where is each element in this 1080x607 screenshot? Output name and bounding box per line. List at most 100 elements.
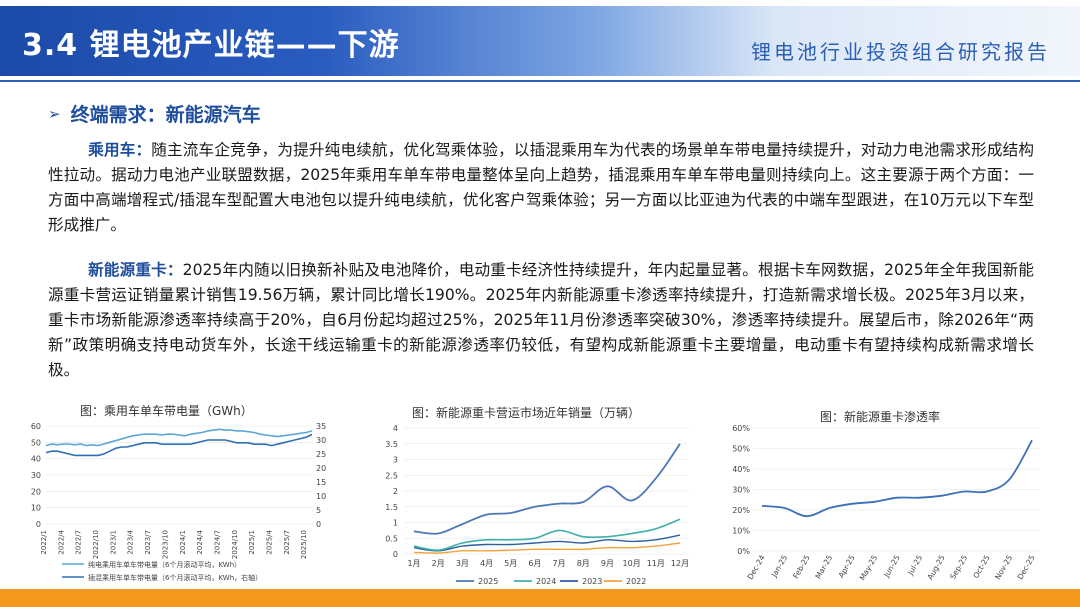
paragraph-text: 随主流车企竞争，为提升纯电续航，优化驾乘体验，以插混乘用车为代表的场景单车带电量… [48, 141, 1034, 234]
x-tick-label: 2024/4 [196, 529, 204, 554]
y-tick-label: 60 [31, 422, 41, 431]
x-tick-label: 2022/1 [40, 530, 48, 555]
x-tick-label: 4月 [480, 559, 493, 568]
x-tick-label: 2023/4 [127, 529, 135, 554]
x-tick-label: 7月 [553, 559, 566, 568]
x-tick-label: 2024/1 [179, 530, 187, 555]
section-title: 终端需求：新能源汽车 [70, 104, 261, 126]
x-tick-label: 9月 [601, 559, 614, 568]
x-tick-label: Mar-25 [813, 553, 834, 580]
y2-tick-label: 10 [316, 492, 326, 501]
x-tick-label: Sep-25 [948, 553, 969, 581]
slide-title: 3.4 锂电池产业链——下游 [22, 28, 400, 63]
x-tick-label: Dec-25 [1016, 553, 1037, 581]
series-line [45, 428, 313, 447]
y-tick-label: 50 [31, 438, 41, 447]
y2-tick-label: 35 [316, 422, 326, 431]
y2-tick-label: 25 [316, 450, 326, 459]
header-band [0, 6, 1080, 76]
paragraph-heavy-trucks: 新能源重卡：2025年内随以旧换新补贴及电池降价，电动重卡经济性持续提升，年内起… [48, 258, 1034, 383]
x-tick-label: Nov-25 [993, 553, 1014, 581]
x-tick-label: 12月 [671, 559, 689, 568]
x-tick-label: 3月 [456, 559, 469, 568]
series-line [761, 439, 1033, 518]
legend-label: 2023 [582, 577, 602, 586]
y-tick-label: 1.5 [385, 503, 398, 512]
y-tick-label: 10 [31, 504, 41, 513]
series-line [413, 542, 681, 554]
x-tick-label: 2025/10 [300, 530, 308, 559]
chart-title: 图：新能源重卡渗透率 [820, 410, 941, 424]
y-tick-label: 0 [36, 520, 41, 529]
y-tick-label: 30% [732, 486, 750, 495]
legend-label: 纯电乘用车单车带电量（6个月滚动平均，KWh） [88, 560, 241, 569]
x-tick-label: Jan-25 [769, 553, 789, 579]
x-tick-label: Oct-25 [971, 553, 992, 580]
series-line [413, 534, 681, 552]
y2-tick-label: 5 [316, 506, 321, 515]
chart-battery-capacity: 0 10 20 30 40 50 60 0 5 10 15 20 25 30 35 2022/1 2022/4 2… [31, 422, 326, 582]
y2-tick-label: 30 [316, 436, 326, 445]
paragraph-passenger-cars: 乘用车：随主流车企竞争，为提升纯电续航，优化驾乘体验，以插混乘用车为代表的场景单… [48, 138, 1034, 238]
x-tick-label: May-25 [858, 553, 880, 582]
x-tick-label: Aug-25 [925, 553, 946, 581]
x-tick-label: 2025/7 [283, 530, 291, 555]
legend-label: 2022 [626, 577, 646, 586]
y-tick-label: 10% [732, 527, 750, 536]
report-title: 锂电池行业投资组合研究报告 [751, 40, 1050, 64]
x-tick-label: 2024/7 [213, 530, 221, 555]
x-tick-label: Apr-25 [837, 553, 857, 579]
y-tick-label: 1 [393, 519, 398, 528]
series-line [413, 443, 681, 535]
y-tick-label: 20 [31, 487, 41, 496]
series-line [413, 518, 681, 552]
y-tick-label: 40 [31, 455, 41, 464]
x-tick-label: 2023/1 [109, 530, 117, 555]
x-tick-label: 2022/7 [75, 530, 83, 555]
chart-heavy-truck-sales: 0 0.5 1 1.5 2 2.5 3 3.5 4 1月 2月 3月 4月 5月 6月 7月 8月 9月 10月 11… [385, 424, 690, 586]
chart-title: 图：新能源重卡营运市场近年销量（万辆） [412, 406, 641, 420]
x-tick-label: Dec-24 [746, 553, 767, 581]
x-tick-label: 5月 [504, 559, 517, 568]
x-tick-label: 2025/4 [266, 529, 274, 554]
bullet-arrow-icon: ➢ [48, 105, 61, 123]
y-tick-label: 50% [732, 445, 750, 454]
y-tick-label: 0 [393, 550, 398, 559]
x-tick-label: 2023/7 [144, 530, 152, 555]
legend-label: 2024 [536, 577, 556, 586]
x-tick-label: 6月 [528, 559, 541, 568]
x-tick-label: 2月 [432, 559, 445, 568]
x-tick-label: 2022/4 [57, 529, 65, 554]
y2-tick-label: 15 [316, 478, 326, 487]
x-tick-label: 2025/1 [248, 530, 256, 555]
x-tick-label: 8月 [577, 559, 590, 568]
y-tick-label: 3.5 [385, 440, 398, 449]
y-tick-label: 60% [732, 424, 750, 433]
paragraph-lead: 新能源重卡： [88, 261, 183, 279]
slide-header: 3.4 锂电池产业链——下游 锂电池行业投资组合研究报告 [0, 0, 1080, 82]
x-tick-label: 1月 [407, 559, 420, 568]
x-tick-label: 2022/10 [92, 530, 100, 559]
series-line [45, 433, 313, 457]
y2-tick-label: 0 [316, 520, 321, 529]
x-tick-label: 10月 [623, 559, 641, 568]
y-tick-label: 0.5 [385, 534, 398, 543]
x-tick-label: 2024/10 [231, 530, 239, 559]
y-tick-label: 2 [393, 487, 398, 496]
legend-label: 2025 [478, 577, 498, 586]
y-tick-label: 40% [732, 465, 750, 474]
section-heading: ➢ 终端需求：新能源汽车 [48, 100, 261, 127]
paragraph-lead: 乘用车： [88, 141, 152, 159]
paragraph-text: 2025年内随以旧换新补贴及电池降价，电动重卡经济性持续提升，年内起量显著。根据… [48, 261, 1034, 379]
y-tick-label: 30 [31, 471, 41, 480]
chart-penetration-rate: 0%10%20%30%40%50%60%Dec-24 Jan-25 Feb-25 Ma… [732, 424, 1040, 582]
y-tick-label: 2.5 [385, 471, 398, 480]
header-divider [0, 80, 1080, 82]
x-tick-label: Feb-25 [791, 553, 812, 580]
y-tick-label: 4 [393, 424, 398, 433]
y-tick-label: 3 [393, 456, 398, 465]
x-tick-label: Jun-25 [881, 553, 901, 579]
y-tick-label: 0% [737, 547, 750, 556]
legend-label: 插混乘用车单车带电量（6个月滚动平均，KWh，右轴） [88, 573, 262, 582]
chart-title: 图：乘用车单车带电量（GWh） [80, 404, 253, 418]
